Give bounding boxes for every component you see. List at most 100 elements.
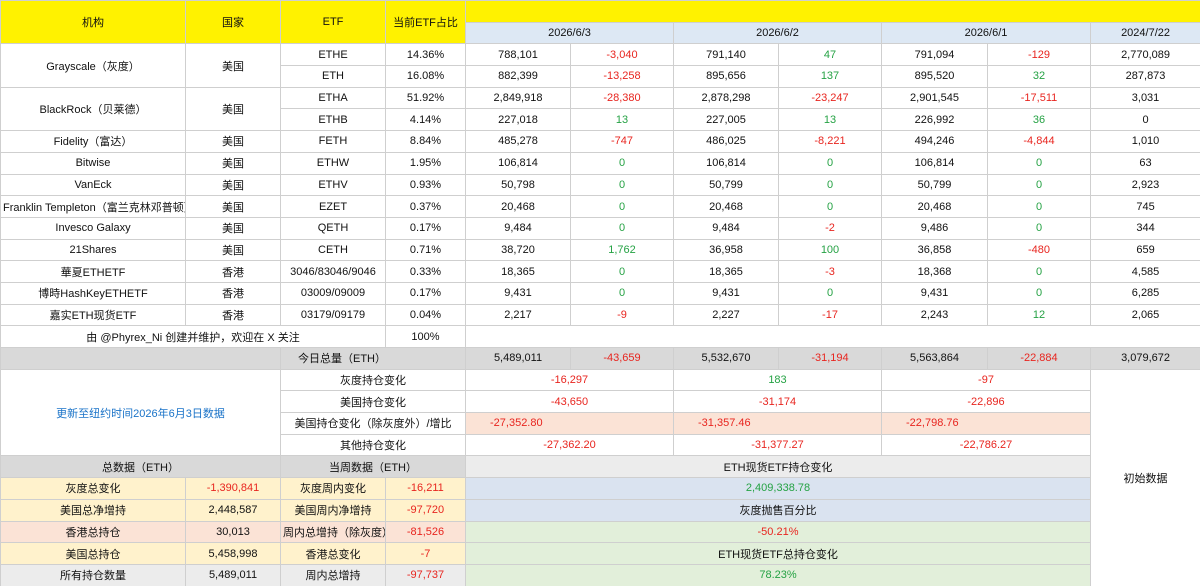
summary-value: -16,211 [385,477,466,500]
holding-change: 0 [987,173,1091,197]
summary-caption: 灰度抛售百分比 [465,498,1091,522]
date-header: 2026/6/3 [465,21,674,45]
etf-ticker: ETHA [280,86,386,110]
holding-value: 9,431 [465,281,571,305]
summary-header: ETH现货ETF持仓变化 [465,455,1091,479]
sheet-row: Invesco Galaxy 美国 QETH 0.17% 9,484 0 9,484 -2 9,… [0,216,1200,240]
total-share: 100% [385,325,466,348]
country: 美国 [185,173,281,197]
sheet-row: 所有持仓数量 5,489,011 周内总增持 -97,737 78.23% [0,563,1200,586]
etf-share: 4.14% [385,108,466,132]
institution: Fidelity（富达） [0,130,186,153]
holding-value: 895,520 [881,65,988,88]
column-header: ETF [280,0,386,45]
change-value: -27,352.80 [465,412,674,435]
summary-value: 5,489,011 [185,563,281,586]
holding-change: 0 [778,281,882,305]
holding-change: 13 [778,108,882,132]
etf-share: 0.93% [385,173,466,197]
etf-ticker: EZET [280,195,386,218]
update-note: 更新至纽约时间2026年6月3日数据 [0,368,281,457]
blank [0,347,281,370]
change-value: -43,650 [465,390,674,414]
summary-value: -97,720 [385,498,466,522]
holding-change: 137 [778,65,882,88]
summary-value: 5,458,998 [185,542,281,565]
holding-change: 0 [778,151,882,175]
institution: Grayscale（灰度） [0,43,186,88]
sheet-row: 21Shares 美国 CETH 0.71% 38,720 1,762 36,958 100 3… [0,238,1200,262]
holding-change: 0 [570,151,674,175]
institution: Bitwise [0,151,186,175]
change-value: -31,357.46 [673,412,882,435]
etf-share: 14.36% [385,43,466,67]
institution: VanEck [0,173,186,197]
summary-label: 灰度周内变化 [280,477,386,500]
holding-change: 47 [778,43,882,67]
summary-value: -81,526 [385,520,466,544]
holding-value: 20,468 [673,195,779,218]
holding-change: -17 [778,303,882,327]
holding-value: 287,873 [1089,65,1200,88]
holding-change: -9 [570,303,674,327]
etf-ticker: ETH [280,65,386,88]
country: 美国 [185,195,281,218]
holding-change: 0 [987,260,1091,283]
country: 美国 [185,151,281,175]
country: 香港 [185,281,281,305]
change-value: -31,377.27 [673,433,882,457]
total-change: -43,659 [570,347,674,370]
holding-change: -17,511 [987,86,1091,110]
institution: 華夏ETHETF [0,260,186,283]
etf-ticker: QETH [280,216,386,240]
holding-value: 227,005 [673,108,779,132]
change-label: 美国持仓变化 [280,390,466,414]
holding-change: 0 [570,216,674,240]
summary-label: 美国总持仓 [0,542,186,565]
etf-share: 0.37% [385,195,466,218]
sheet-row: VanEck 美国 ETHV 0.93% 50,798 0 50,799 0 50,799 0 2,… [0,173,1200,197]
sheet-row: Fidelity（富达） 美国 FETH 8.84% 485,278 -747 486,02… [0,130,1200,153]
holding-change: 0 [987,281,1091,305]
holding-value: 2,849,918 [465,86,571,110]
sheet-row: 2026/6/3 2026/6/2 2026/6/1 2024/7/22 [1,21,1200,45]
country: 美国 [185,86,281,132]
holding-change: -28,380 [570,86,674,110]
holding-value: 20,468 [465,195,571,218]
summary-metric: 2,409,338.78 [465,477,1091,500]
summary-label: 香港总持仓 [0,520,186,544]
sheet-row: 由 @Phyrex_Ni 创建并维护，欢迎在 X 关注 100% [0,325,1200,348]
holding-value: 2,227 [673,303,779,327]
change-value: -27,362.20 [465,433,674,457]
holding-value: 50,799 [881,173,988,197]
etf-share: 8.84% [385,130,466,153]
holding-change: -13,258 [570,65,674,88]
blank [464,325,1200,348]
summary-value: -1,390,841 [185,477,281,500]
holding-value: 2,217 [465,303,571,327]
summary-value: -7 [385,542,466,565]
holding-value: 9,484 [465,216,571,240]
change-value: -22,798.76 [881,412,1091,435]
sheet-row: 总数据（ETH） 当周数据（ETH） ETH现货ETF持仓变化 [0,455,1200,479]
holding-change: 0 [778,173,882,197]
summary-header: 总数据（ETH） [0,455,281,479]
holding-change: 0 [987,151,1091,175]
change-value: -16,297 [465,368,674,392]
etf-share: 51.92% [385,86,466,110]
holding-change: 1,762 [570,238,674,262]
holding-change: -4,844 [987,130,1091,153]
holding-change: 12 [987,303,1091,327]
holding-value: 106,814 [673,151,779,175]
sheet-row: 博時HashKeyETHETF 香港 03009/09009 0.17% 9,431 0 9… [0,281,1200,305]
holding-change: 36 [987,108,1091,132]
etf-ticker: 03009/09009 [280,281,386,305]
change-value: -31,174 [673,390,882,414]
change-value: -97 [881,368,1091,392]
sheet-row: 香港总持仓 30,013 周内总增持（除灰度） -81,526 -50.21% [0,520,1200,544]
holding-change: -480 [987,238,1091,262]
holding-value: 788,101 [465,43,571,67]
holding-value: 882,399 [465,65,571,88]
holding-value: 659 [1089,238,1200,262]
